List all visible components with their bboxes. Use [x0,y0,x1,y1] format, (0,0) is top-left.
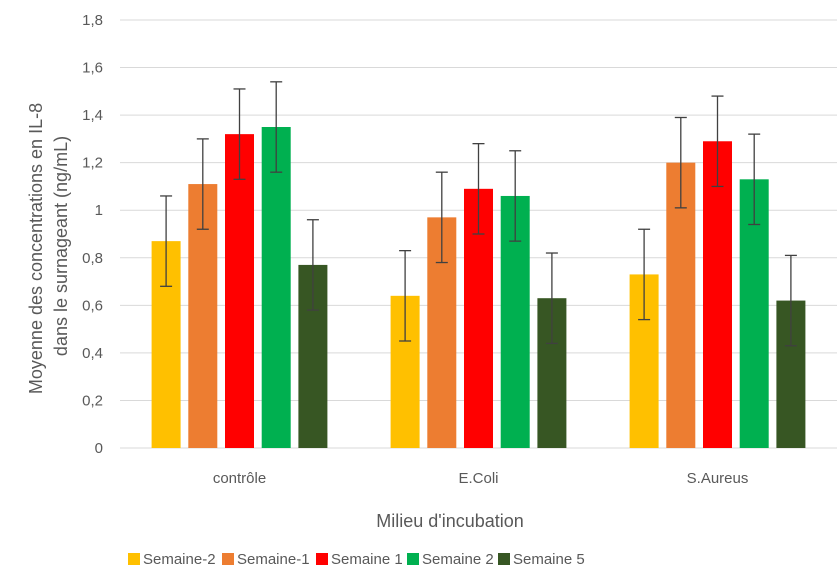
y-tick-label: 0,8 [82,250,103,267]
error-bar [160,195,173,287]
y-axis-title-line-1: Moyenne des concentrations en IL-8 [26,103,46,394]
x-tick-label: contrôle [213,470,266,487]
y-axis-title: Moyenne des concentrations en IL-8 dans … [26,98,71,394]
x-axis-tick-labels: contrôle E.Coli S.Aureus [213,470,749,487]
bar [703,141,732,448]
x-axis-title: Milieu d'incubation [376,511,524,531]
error-bar [399,249,412,342]
legend-swatch [498,553,510,565]
y-tick-label: 1 [95,202,103,219]
error-bar [306,219,319,311]
error-bar [545,252,558,345]
x-tick-label: S.Aureus [687,470,749,487]
legend-label: Semaine 2 [422,551,494,568]
legend-item: Semaine 5 [498,551,585,568]
bar [261,127,291,448]
error-bar [270,81,283,173]
legend-item: Semaine-1 [222,551,310,568]
error-bar [233,88,246,180]
legend-item: Semaine 1 [316,551,403,568]
bar [666,162,696,448]
bar [225,134,254,448]
legend-item: Semaine-2 [128,551,216,568]
y-axis-tick-labels: 0 0,2 0,4 0,6 0,8 1 1,2 1,4 1,6 1,8 [82,12,103,457]
error-bar [711,95,724,188]
legend-label: Semaine-2 [143,551,216,568]
y-tick-label: 0 [95,440,103,457]
error-bars [160,81,797,347]
error-bar [674,116,687,209]
legend-swatch [222,553,234,565]
y-tick-label: 1,8 [82,12,103,29]
y-tick-label: 0,6 [82,297,103,314]
legend: Semaine-2 Semaine-1 Semaine 1 Semaine 2 Sema… [128,551,585,568]
error-bar [435,171,448,264]
y-tick-label: 1,6 [82,60,103,77]
y-tick-label: 0,2 [82,392,103,409]
legend-label: Semaine 5 [513,551,585,568]
legend-swatch [128,553,140,565]
legend-swatch [316,553,328,565]
error-bar [472,142,485,235]
error-bar [784,254,797,347]
y-tick-label: 1,4 [82,107,103,124]
x-tick-label: E.Coli [458,470,498,487]
error-bar [196,138,209,230]
y-tick-label: 1,2 [82,155,103,172]
legend-item: Semaine 2 [407,551,494,568]
legend-swatch [407,553,419,565]
error-bar [509,150,522,242]
legend-label: Semaine-1 [237,551,310,568]
error-bar [638,228,651,321]
y-tick-label: 0,4 [82,345,103,362]
legend-label: Semaine 1 [331,551,403,568]
error-bar [748,133,761,226]
y-axis-title-line-2: dans le surnageant (ng/mL) [51,136,71,356]
